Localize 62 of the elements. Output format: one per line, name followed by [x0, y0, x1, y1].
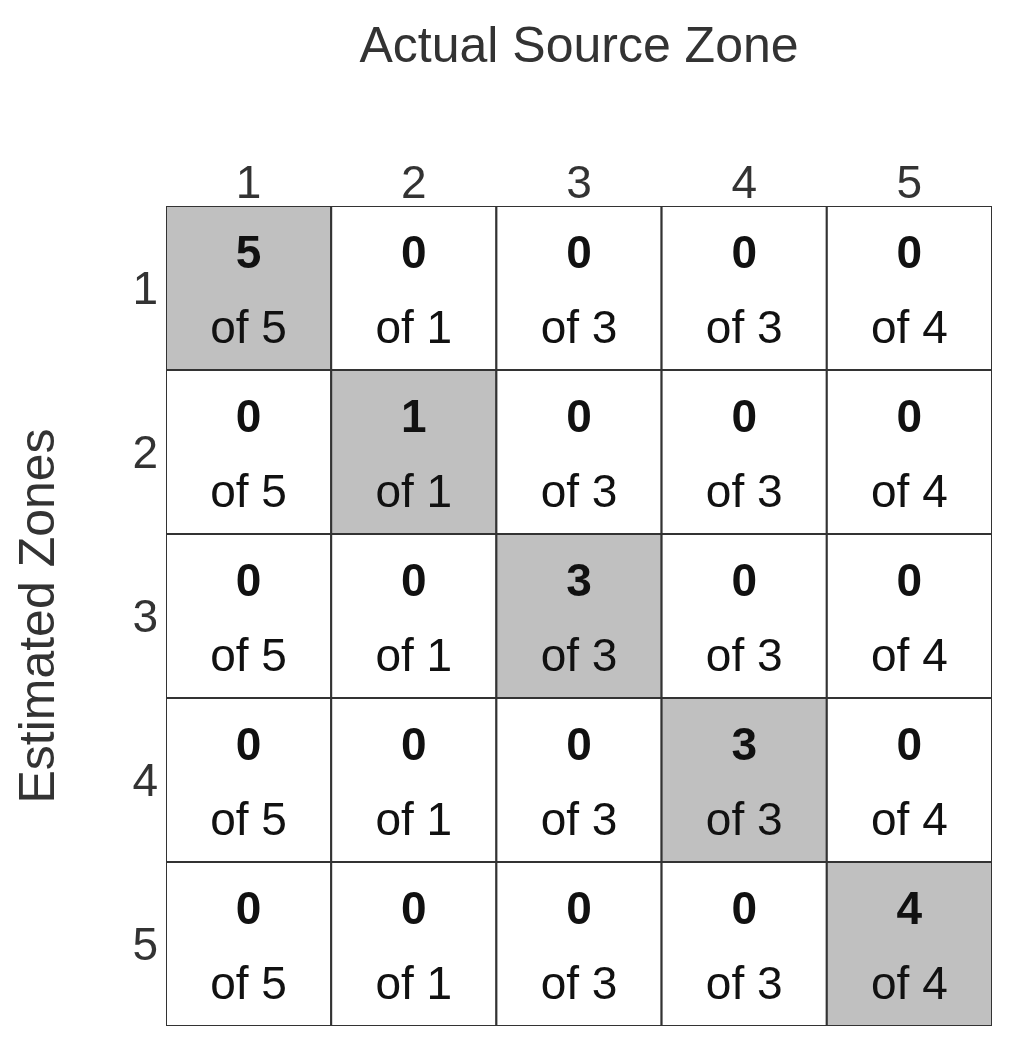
annotation: of 3	[540, 957, 618, 1009]
annotation: of 3	[705, 957, 783, 1009]
y-axis-title: Estimated Zones	[8, 428, 65, 804]
data-label: 3	[566, 554, 592, 606]
y-tick-label: 5	[132, 918, 158, 971]
annotation: of 3	[705, 465, 783, 517]
data-label: 3	[731, 718, 757, 770]
data-label: 0	[896, 226, 923, 278]
annotation: of 4	[871, 957, 948, 1009]
data-label: 0	[401, 718, 427, 770]
annotation: of 4	[871, 301, 948, 353]
x-tick-label: 3	[566, 156, 592, 208]
data-label: 0	[401, 226, 427, 278]
data-label: 1	[401, 390, 427, 442]
annotation: of 1	[375, 793, 453, 845]
annotation: of 3	[540, 793, 618, 845]
data-label: 0	[896, 554, 923, 606]
annotation: of 4	[871, 793, 948, 845]
annotation: of 5	[210, 629, 287, 681]
annotation: of 5	[210, 301, 287, 353]
data-label: 0	[731, 390, 757, 442]
data-label: 0	[401, 882, 427, 934]
annotation: of 5	[210, 793, 287, 845]
data-label: 0	[235, 554, 262, 606]
data-label: 0	[566, 718, 592, 770]
data-label: 0	[235, 882, 262, 934]
annotation: of 3	[705, 629, 783, 681]
data-label: 0	[566, 226, 592, 278]
data-label: 0	[731, 226, 757, 278]
y-tick-label: 3	[132, 590, 158, 643]
x-tick-label: 5	[896, 156, 923, 208]
data-label: 0	[401, 554, 427, 606]
annotation: of 4	[871, 465, 948, 517]
annotation: of 3	[540, 301, 618, 353]
data-label: 0	[731, 882, 757, 934]
y-tick-label: 1	[132, 262, 158, 315]
annotation: of 1	[375, 957, 453, 1009]
data-label: 0	[896, 390, 923, 442]
annotation: of 4	[871, 629, 948, 681]
x-tick-label: 1	[235, 156, 262, 208]
data-label: 4	[896, 882, 923, 934]
x-axis-title: Actual Source Zone	[359, 16, 799, 73]
data-label: 0	[235, 390, 262, 442]
x-tick-label: 2	[401, 156, 427, 208]
data-label: 0	[731, 554, 757, 606]
annotation: of 1	[375, 465, 453, 517]
annotation: of 1	[375, 301, 453, 353]
annotation: of 1	[375, 629, 453, 681]
x-tick-label: 4	[731, 156, 757, 208]
annotation: of 3	[705, 301, 783, 353]
data-label: 5	[235, 226, 262, 278]
data-label: 0	[566, 882, 592, 934]
data-label: 0	[896, 718, 923, 770]
annotation: of 3	[540, 629, 618, 681]
annotation: of 5	[210, 465, 287, 517]
annotation: of 3	[705, 793, 783, 845]
data-label: 0	[566, 390, 592, 442]
y-tick-label: 2	[132, 426, 158, 479]
data-label: 0	[235, 718, 262, 770]
annotation: of 5	[210, 957, 287, 1009]
y-tick-label: 4	[132, 754, 158, 807]
annotation: of 3	[540, 465, 618, 517]
